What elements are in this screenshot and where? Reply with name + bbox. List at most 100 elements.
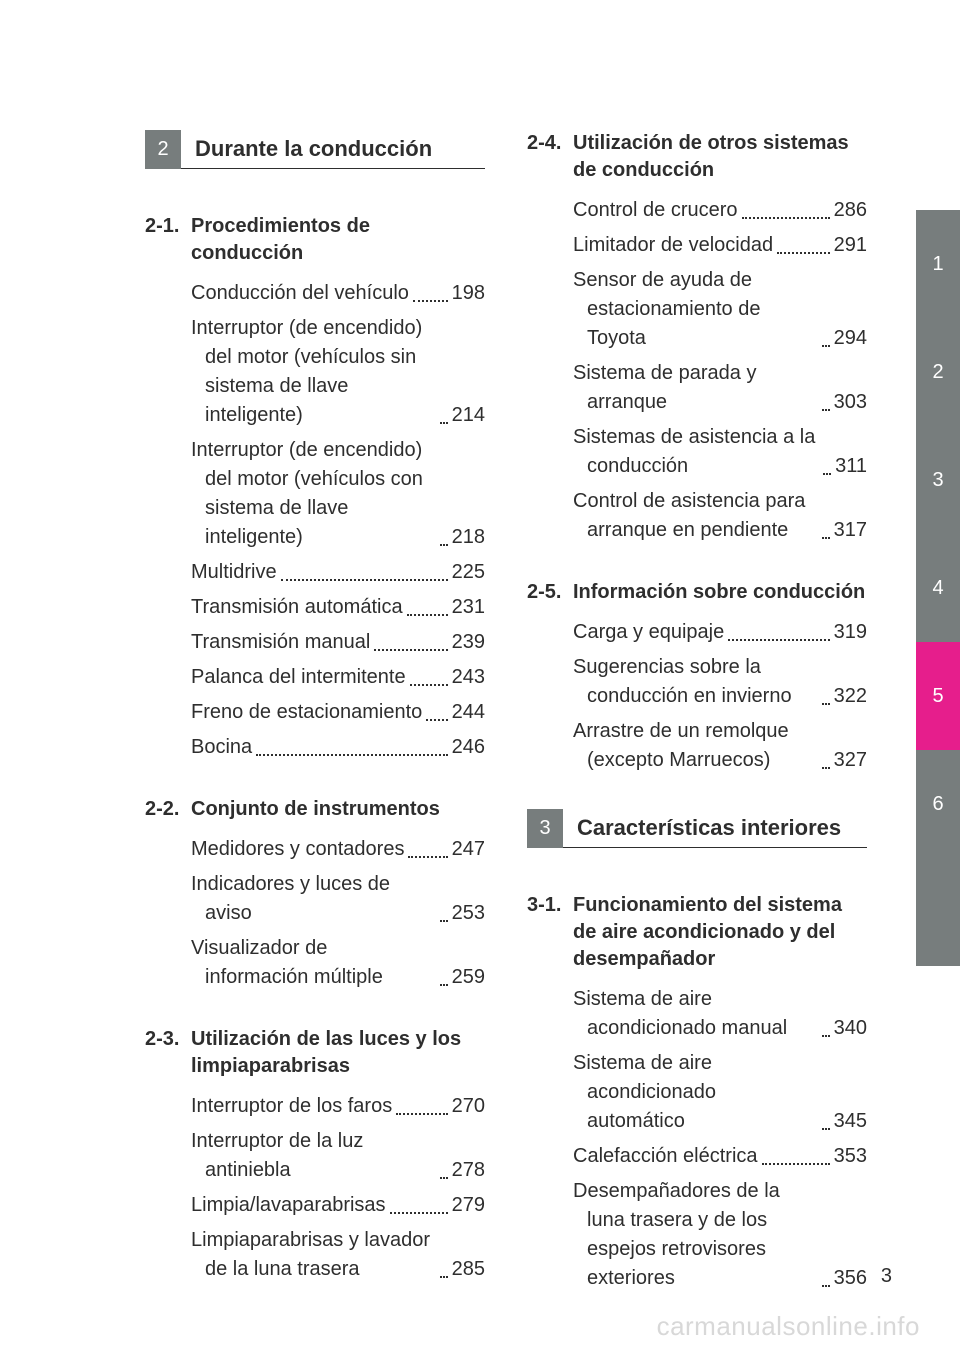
toc-leader-dots <box>440 422 448 424</box>
toc-entry[interactable]: Sistema de aire acondicionado automático… <box>527 1049 867 1136</box>
content-columns: 2 Durante la conducción 2-1.Procedimient… <box>145 130 900 1327</box>
toc-entry[interactable]: Interruptor de los faros270 <box>145 1092 485 1121</box>
toc-entry[interactable]: Interruptor (de encendido) del motor (ve… <box>145 436 485 552</box>
toc-leader-dots <box>440 544 448 546</box>
toc-leader-dots <box>822 767 830 769</box>
section-title: Utilización de las luces y los limpiapar… <box>191 1026 485 1080</box>
chapter-header-3: 3 Características interiores <box>527 809 867 848</box>
side-tab[interactable]: 1 <box>916 210 960 318</box>
section-title: Utilización de otros sistemas de conducc… <box>573 130 867 184</box>
toc-leader-dots <box>396 1113 447 1115</box>
toc-leader-dots <box>822 703 830 705</box>
toc-entry[interactable]: Interruptor (de encendido) del motor (ve… <box>145 314 485 430</box>
toc-entry[interactable]: Sensor de ayuda de estacionamiento de To… <box>527 266 867 353</box>
toc-section: 2-1.Procedimientos de conducción Conducci… <box>145 213 485 762</box>
toc-page: 356 <box>834 1264 867 1293</box>
toc-entry[interactable]: Interruptor de la luz antiniebla278 <box>145 1127 485 1185</box>
toc-leader-dots <box>822 1035 830 1037</box>
side-tab[interactable]: 6 <box>916 750 960 858</box>
toc-label: Limitador de velocidad <box>573 231 773 260</box>
toc-entry[interactable]: Limitador de velocidad291 <box>527 231 867 260</box>
toc-entry[interactable]: Limpia/lavaparabrisas279 <box>145 1191 485 1220</box>
toc-entry[interactable]: Indicadores y luces de aviso253 <box>145 870 485 928</box>
toc-label: Visualizador de información múltiple <box>191 934 436 992</box>
toc-entry[interactable]: Transmisión automática 231 <box>145 593 485 622</box>
toc-page: 270 <box>452 1092 485 1121</box>
toc-entry[interactable]: Medidores y contadores247 <box>145 835 485 864</box>
toc-label: Sistema de parada y arranque <box>573 359 818 417</box>
toc-page: 278 <box>452 1156 485 1185</box>
toc-entry[interactable]: Control de asistencia para arranque en p… <box>527 487 867 545</box>
toc-entry[interactable]: Palanca del intermitente243 <box>145 663 485 692</box>
toc-leader-dots <box>407 614 448 616</box>
toc-page: 225 <box>452 558 485 587</box>
toc-entry[interactable]: Bocina 246 <box>145 733 485 762</box>
section-heading: 2-1.Procedimientos de conducción <box>145 213 485 267</box>
section-number: 3-1. <box>527 892 573 973</box>
toc-label: Sugerencias sobre la conducción en invie… <box>573 653 818 711</box>
toc-entry[interactable]: Sistema de aire acondicionado manual340 <box>527 985 867 1043</box>
toc-label: Sensor de ayuda de estacionamiento de To… <box>573 266 818 353</box>
section-number: 2-2. <box>145 796 191 823</box>
toc-entry[interactable]: Desempañadores de la luna trasera y de l… <box>527 1177 867 1293</box>
toc-leader-dots <box>777 252 830 254</box>
toc-page: 279 <box>452 1191 485 1220</box>
toc-leader-dots <box>281 579 448 581</box>
toc-label: Transmisión automática <box>191 593 403 622</box>
toc-leader-dots <box>426 719 447 721</box>
section-number: 2-3. <box>145 1026 191 1080</box>
toc-page: 259 <box>452 963 485 992</box>
toc-entry[interactable]: Transmisión manual239 <box>145 628 485 657</box>
toc-page: 294 <box>834 324 867 353</box>
toc-leader-dots <box>822 409 830 411</box>
toc-entry[interactable]: Conducción del vehículo198 <box>145 279 485 308</box>
toc-entry[interactable]: Carga y equipaje319 <box>527 618 867 647</box>
right-sections-top: 2-4.Utilización de otros sistemas de con… <box>527 130 867 775</box>
toc-label: Desempañadores de la luna trasera y de l… <box>573 1177 818 1293</box>
toc-section: 2-2.Conjunto de instrumentosMedidores y … <box>145 796 485 992</box>
toc-entry[interactable]: Sugerencias sobre la conducción en invie… <box>527 653 867 711</box>
chapter-title: Características interiores <box>577 815 867 841</box>
side-tab[interactable]: 5 <box>916 642 960 750</box>
toc-page: 311 <box>835 452 867 481</box>
section-title: Procedimientos de conducción <box>191 213 485 267</box>
toc-label: Arrastre de un remolque (excepto Marruec… <box>573 717 818 775</box>
toc-leader-dots <box>822 1128 830 1130</box>
toc-page: 285 <box>452 1255 485 1284</box>
side-tab[interactable]: 4 <box>916 534 960 642</box>
toc-label: Control de crucero <box>573 196 738 225</box>
chapter-number: 2 <box>145 130 181 169</box>
toc-entry[interactable]: Sistema de parada y arranque303 <box>527 359 867 417</box>
toc-entry[interactable]: Arrastre de un remolque (excepto Marruec… <box>527 717 867 775</box>
page: 2 Durante la conducción 2-1.Procedimient… <box>0 0 960 1362</box>
section-heading: 3-1.Funcionamiento del sistema de aire a… <box>527 892 867 973</box>
toc-leader-dots <box>410 684 448 686</box>
toc-leader-dots <box>822 345 830 347</box>
toc-entry[interactable]: Freno de estacionamiento 244 <box>145 698 485 727</box>
side-tab[interactable] <box>916 858 960 966</box>
toc-section: 2-5.Información sobre conducciónCarga y … <box>527 579 867 775</box>
toc-label: Freno de estacionamiento <box>191 698 422 727</box>
chapter-title-wrap: Durante la conducción <box>181 130 485 169</box>
chapter-header-2: 2 Durante la conducción <box>145 130 485 169</box>
toc-page: 340 <box>834 1014 867 1043</box>
section-number: 2-4. <box>527 130 573 184</box>
toc-leader-dots <box>822 1285 830 1287</box>
side-tab[interactable]: 2 <box>916 318 960 426</box>
toc-leader-dots <box>823 473 831 475</box>
toc-label: Sistemas de asistencia a la conducción <box>573 423 819 481</box>
side-tab[interactable]: 3 <box>916 426 960 534</box>
toc-page: 246 <box>452 733 485 762</box>
toc-entry[interactable]: Control de crucero286 <box>527 196 867 225</box>
toc-page: 231 <box>452 593 485 622</box>
toc-entry[interactable]: Calefacción eléctrica353 <box>527 1142 867 1171</box>
section-title: Información sobre conducción <box>573 579 867 606</box>
toc-entry[interactable]: Limpiaparabrisas y lavador de la luna tr… <box>145 1226 485 1284</box>
toc-entry[interactable]: Multidrive225 <box>145 558 485 587</box>
toc-page: 244 <box>452 698 485 727</box>
toc-entry[interactable]: Visualizador de información múltiple 259 <box>145 934 485 992</box>
toc-leader-dots <box>374 649 447 651</box>
chapter-title-wrap: Características interiores <box>563 809 867 848</box>
toc-entry[interactable]: Sistemas de asistencia a la conducción 31… <box>527 423 867 481</box>
toc-label: Bocina <box>191 733 252 762</box>
